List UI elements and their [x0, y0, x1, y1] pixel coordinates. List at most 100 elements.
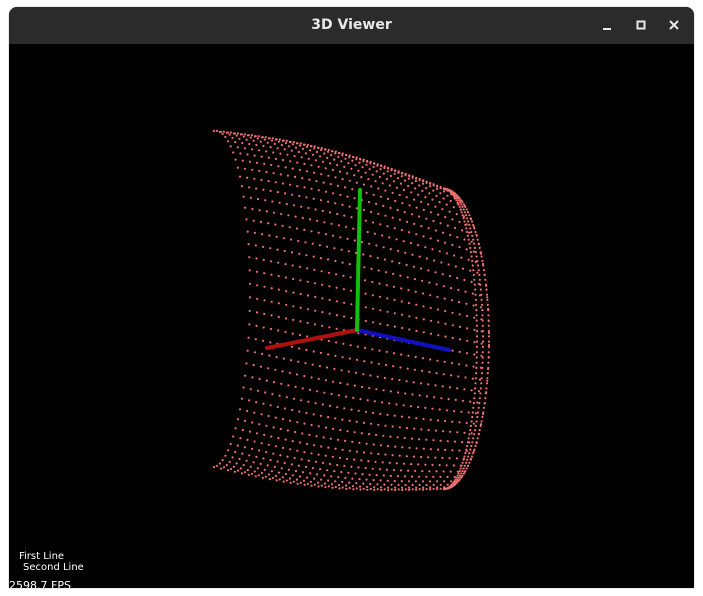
- point: [316, 390, 319, 393]
- title-bar[interactable]: 3D Viewer: [9, 7, 694, 44]
- point: [415, 316, 418, 319]
- point: [429, 448, 432, 451]
- point-cloud-scene[interactable]: [9, 44, 694, 588]
- point: [380, 486, 383, 489]
- point: [327, 174, 330, 177]
- point: [377, 269, 380, 272]
- point: [313, 145, 316, 148]
- point: [268, 478, 271, 481]
- point: [462, 215, 465, 218]
- point: [255, 455, 258, 458]
- point: [399, 182, 403, 185]
- point: [451, 420, 454, 423]
- point: [304, 152, 308, 155]
- point: [355, 207, 358, 210]
- point: [372, 193, 375, 196]
- point: [432, 483, 435, 486]
- point: [299, 481, 302, 484]
- point: [360, 459, 363, 462]
- point: [412, 198, 416, 201]
- point: [247, 336, 250, 339]
- point: [228, 460, 231, 463]
- point: [455, 476, 458, 479]
- point: [382, 172, 385, 175]
- point: [395, 403, 398, 406]
- point: [377, 452, 380, 456]
- point: [312, 255, 315, 258]
- point: [480, 303, 484, 306]
- point: [418, 215, 421, 218]
- point: [447, 398, 450, 401]
- point: [465, 467, 468, 470]
- point: [327, 271, 330, 274]
- point: [273, 142, 276, 145]
- point: [265, 379, 268, 382]
- point: [319, 351, 322, 354]
- point: [281, 370, 284, 373]
- point: [477, 269, 480, 272]
- point: [330, 150, 334, 153]
- point: [420, 225, 423, 228]
- point: [336, 406, 339, 409]
- point: [364, 306, 367, 309]
- maximize-button[interactable]: [630, 15, 652, 37]
- point: [232, 465, 235, 468]
- point: [225, 464, 228, 467]
- point: [414, 469, 417, 472]
- point: [471, 441, 474, 444]
- point: [336, 438, 340, 441]
- point: [334, 354, 337, 357]
- point: [452, 193, 455, 196]
- point: [297, 150, 300, 154]
- point: [421, 292, 425, 295]
- point: [255, 143, 258, 147]
- point: [289, 419, 292, 422]
- point: [227, 140, 230, 143]
- point: [375, 170, 378, 173]
- point: [307, 459, 310, 462]
- point: [355, 487, 358, 490]
- point: [253, 135, 256, 138]
- point: [439, 187, 442, 190]
- point: [212, 129, 216, 133]
- point: [368, 473, 371, 476]
- point: [362, 208, 366, 212]
- point: [294, 146, 298, 149]
- point: [262, 188, 265, 191]
- point: [436, 480, 439, 483]
- point: [481, 345, 484, 348]
- point: [479, 252, 483, 255]
- point: [221, 132, 224, 135]
- point: [242, 464, 245, 467]
- point: [369, 482, 372, 486]
- point: [372, 443, 375, 446]
- point: [246, 349, 249, 352]
- point: [244, 374, 247, 377]
- point: [408, 231, 411, 234]
- point: [333, 247, 336, 250]
- point: [450, 480, 453, 483]
- point: [290, 251, 294, 254]
- point: [366, 488, 369, 491]
- point: [215, 129, 218, 132]
- point: [284, 141, 287, 144]
- point: [290, 345, 294, 349]
- point: [332, 427, 335, 430]
- point: [389, 474, 392, 477]
- 3d-viewport[interactable]: First Line Second Line 2598.7 FPS: [9, 44, 694, 588]
- point: [246, 230, 249, 233]
- point: [390, 488, 393, 491]
- point: [281, 446, 285, 449]
- point: [467, 437, 470, 440]
- point: [425, 475, 428, 478]
- point: [429, 294, 432, 297]
- point: [253, 470, 256, 473]
- point: [458, 338, 462, 341]
- point: [481, 314, 484, 317]
- point: [324, 454, 327, 457]
- point: [284, 276, 287, 279]
- point: [415, 303, 418, 306]
- close-button[interactable]: [663, 15, 685, 37]
- minimize-button[interactable]: [596, 15, 618, 37]
- point: [248, 186, 251, 189]
